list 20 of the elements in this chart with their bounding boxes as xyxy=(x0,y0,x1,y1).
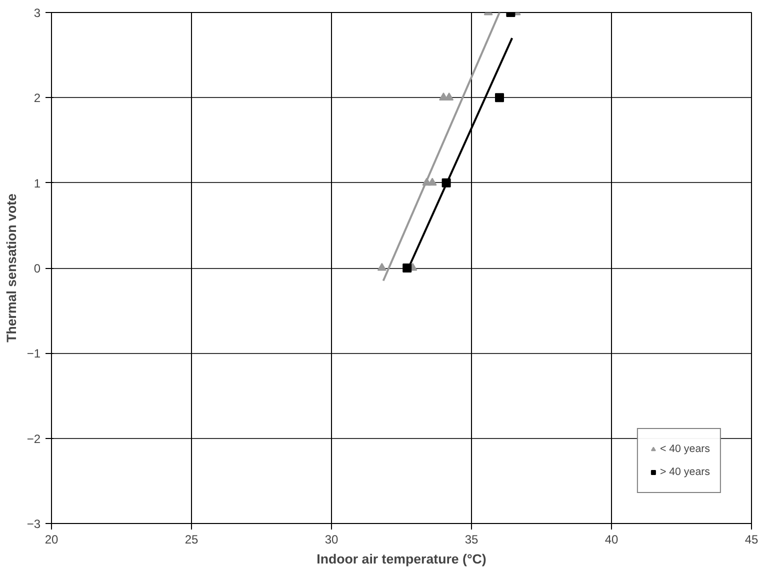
y-tick-label: −3 xyxy=(26,517,41,531)
x-tick-label: 20 xyxy=(44,532,58,546)
point xyxy=(428,178,437,186)
x-tick-label: 30 xyxy=(324,532,338,546)
x-tick-label: 40 xyxy=(604,532,618,546)
y-tick-label: 3 xyxy=(34,6,41,20)
point xyxy=(495,93,504,102)
y-axis-title: Thermal sensation vote xyxy=(4,194,19,342)
x-tick-label: 35 xyxy=(464,532,478,546)
x-tick-label: 45 xyxy=(744,532,758,546)
y-tick-label: 1 xyxy=(34,176,41,190)
y-tick-label: 0 xyxy=(34,262,41,276)
legend-label: < 40 years xyxy=(660,443,710,455)
x-tick-label: 25 xyxy=(184,532,198,546)
x-axis-title: Indoor air temperature (°C) xyxy=(316,552,486,566)
point xyxy=(377,262,386,271)
legend-label: > 40 years xyxy=(660,466,710,478)
y-tick-label: −1 xyxy=(26,346,41,361)
y-tick-label: −2 xyxy=(26,432,41,446)
y-tick-label: 2 xyxy=(34,91,41,106)
